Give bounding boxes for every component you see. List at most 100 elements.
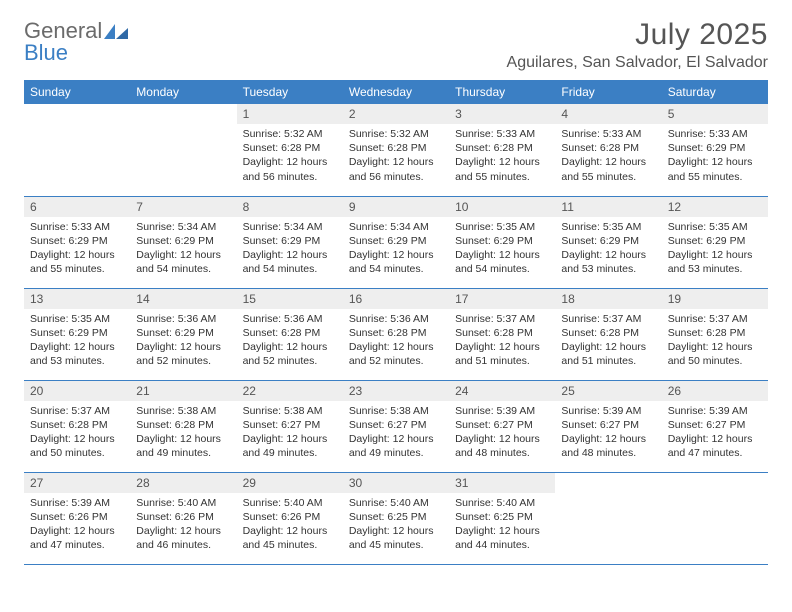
daylight-text: Daylight: 12 hours and 53 minutes. bbox=[30, 340, 124, 368]
sunrise-text: Sunrise: 5:37 AM bbox=[455, 312, 549, 326]
sunrise-text: Sunrise: 5:37 AM bbox=[30, 404, 124, 418]
sunrise-text: Sunrise: 5:32 AM bbox=[349, 127, 443, 141]
sunset-text: Sunset: 6:29 PM bbox=[349, 234, 443, 248]
daylight-text: Daylight: 12 hours and 44 minutes. bbox=[455, 524, 549, 552]
daylight-text: Daylight: 12 hours and 52 minutes. bbox=[136, 340, 230, 368]
sunrise-text: Sunrise: 5:36 AM bbox=[349, 312, 443, 326]
day-details: Sunrise: 5:35 AMSunset: 6:29 PMDaylight:… bbox=[555, 217, 661, 280]
sunrise-text: Sunrise: 5:39 AM bbox=[455, 404, 549, 418]
sunrise-text: Sunrise: 5:33 AM bbox=[561, 127, 655, 141]
sunset-text: Sunset: 6:27 PM bbox=[455, 418, 549, 432]
day-details: Sunrise: 5:40 AMSunset: 6:26 PMDaylight:… bbox=[130, 493, 236, 556]
day-number: 9 bbox=[343, 197, 449, 217]
day-details: Sunrise: 5:37 AMSunset: 6:28 PMDaylight:… bbox=[555, 309, 661, 372]
day-details: Sunrise: 5:39 AMSunset: 6:27 PMDaylight:… bbox=[662, 401, 768, 464]
daylight-text: Daylight: 12 hours and 49 minutes. bbox=[136, 432, 230, 460]
day-number: 23 bbox=[343, 381, 449, 401]
weekday-header: Saturday bbox=[662, 80, 768, 104]
calendar-day-cell: 17Sunrise: 5:37 AMSunset: 6:28 PMDayligh… bbox=[449, 288, 555, 380]
calendar-day-cell: 12Sunrise: 5:35 AMSunset: 6:29 PMDayligh… bbox=[662, 196, 768, 288]
daylight-text: Daylight: 12 hours and 56 minutes. bbox=[349, 155, 443, 183]
sunrise-text: Sunrise: 5:40 AM bbox=[136, 496, 230, 510]
day-details: Sunrise: 5:38 AMSunset: 6:27 PMDaylight:… bbox=[237, 401, 343, 464]
calendar-day-cell: 29Sunrise: 5:40 AMSunset: 6:26 PMDayligh… bbox=[237, 472, 343, 564]
sunrise-text: Sunrise: 5:35 AM bbox=[561, 220, 655, 234]
daylight-text: Daylight: 12 hours and 54 minutes. bbox=[243, 248, 337, 276]
day-details: Sunrise: 5:33 AMSunset: 6:28 PMDaylight:… bbox=[555, 124, 661, 187]
daylight-text: Daylight: 12 hours and 49 minutes. bbox=[349, 432, 443, 460]
sunset-text: Sunset: 6:28 PM bbox=[561, 326, 655, 340]
calendar-day-cell: 4Sunrise: 5:33 AMSunset: 6:28 PMDaylight… bbox=[555, 104, 661, 196]
sunset-text: Sunset: 6:28 PM bbox=[243, 326, 337, 340]
day-details: Sunrise: 5:32 AMSunset: 6:28 PMDaylight:… bbox=[343, 124, 449, 187]
sunset-text: Sunset: 6:28 PM bbox=[455, 141, 549, 155]
daylight-text: Daylight: 12 hours and 55 minutes. bbox=[455, 155, 549, 183]
weekday-header: Wednesday bbox=[343, 80, 449, 104]
daylight-text: Daylight: 12 hours and 52 minutes. bbox=[243, 340, 337, 368]
day-number: 18 bbox=[555, 289, 661, 309]
brand-word-2: Blue bbox=[24, 40, 68, 65]
month-title: July 2025 bbox=[507, 18, 768, 52]
location-subtitle: Aguilares, San Salvador, El Salvador bbox=[507, 54, 768, 72]
day-number: 28 bbox=[130, 473, 236, 493]
daylight-text: Daylight: 12 hours and 54 minutes. bbox=[455, 248, 549, 276]
calendar-table: SundayMondayTuesdayWednesdayThursdayFrid… bbox=[24, 80, 768, 565]
daylight-text: Daylight: 12 hours and 51 minutes. bbox=[561, 340, 655, 368]
day-details: Sunrise: 5:39 AMSunset: 6:26 PMDaylight:… bbox=[24, 493, 130, 556]
calendar-day-cell: 1Sunrise: 5:32 AMSunset: 6:28 PMDaylight… bbox=[237, 104, 343, 196]
day-details: Sunrise: 5:39 AMSunset: 6:27 PMDaylight:… bbox=[555, 401, 661, 464]
calendar-day-cell: 30Sunrise: 5:40 AMSunset: 6:25 PMDayligh… bbox=[343, 472, 449, 564]
day-details: Sunrise: 5:36 AMSunset: 6:28 PMDaylight:… bbox=[237, 309, 343, 372]
weekday-header: Friday bbox=[555, 80, 661, 104]
sunrise-text: Sunrise: 5:34 AM bbox=[349, 220, 443, 234]
sunrise-text: Sunrise: 5:39 AM bbox=[561, 404, 655, 418]
sunrise-text: Sunrise: 5:37 AM bbox=[668, 312, 762, 326]
calendar-day-cell: 21Sunrise: 5:38 AMSunset: 6:28 PMDayligh… bbox=[130, 380, 236, 472]
day-number: 11 bbox=[555, 197, 661, 217]
day-details: Sunrise: 5:32 AMSunset: 6:28 PMDaylight:… bbox=[237, 124, 343, 187]
daylight-text: Daylight: 12 hours and 53 minutes. bbox=[668, 248, 762, 276]
day-number: 1 bbox=[237, 104, 343, 124]
daylight-text: Daylight: 12 hours and 56 minutes. bbox=[243, 155, 337, 183]
sunrise-text: Sunrise: 5:32 AM bbox=[243, 127, 337, 141]
sunset-text: Sunset: 6:29 PM bbox=[668, 234, 762, 248]
day-number: 4 bbox=[555, 104, 661, 124]
daylight-text: Daylight: 12 hours and 46 minutes. bbox=[136, 524, 230, 552]
daylight-text: Daylight: 12 hours and 54 minutes. bbox=[136, 248, 230, 276]
sunrise-text: Sunrise: 5:38 AM bbox=[349, 404, 443, 418]
day-number: 17 bbox=[449, 289, 555, 309]
sunrise-text: Sunrise: 5:38 AM bbox=[136, 404, 230, 418]
sunset-text: Sunset: 6:28 PM bbox=[349, 326, 443, 340]
calendar-day-cell: 27Sunrise: 5:39 AMSunset: 6:26 PMDayligh… bbox=[24, 472, 130, 564]
daylight-text: Daylight: 12 hours and 47 minutes. bbox=[30, 524, 124, 552]
calendar-week-row: 20Sunrise: 5:37 AMSunset: 6:28 PMDayligh… bbox=[24, 380, 768, 472]
day-number: 25 bbox=[555, 381, 661, 401]
daylight-text: Daylight: 12 hours and 47 minutes. bbox=[668, 432, 762, 460]
header: General July 2025 Aguilares, San Salvado… bbox=[24, 18, 768, 72]
day-number: 2 bbox=[343, 104, 449, 124]
sunset-text: Sunset: 6:29 PM bbox=[668, 141, 762, 155]
sunrise-text: Sunrise: 5:34 AM bbox=[243, 220, 337, 234]
sunrise-text: Sunrise: 5:39 AM bbox=[30, 496, 124, 510]
calendar-day-cell: 14Sunrise: 5:36 AMSunset: 6:29 PMDayligh… bbox=[130, 288, 236, 380]
day-number: 15 bbox=[237, 289, 343, 309]
day-number: 8 bbox=[237, 197, 343, 217]
sunset-text: Sunset: 6:29 PM bbox=[30, 326, 124, 340]
sunset-text: Sunset: 6:28 PM bbox=[243, 141, 337, 155]
calendar-day-cell bbox=[555, 472, 661, 564]
daylight-text: Daylight: 12 hours and 54 minutes. bbox=[349, 248, 443, 276]
day-details: Sunrise: 5:33 AMSunset: 6:29 PMDaylight:… bbox=[24, 217, 130, 280]
calendar-day-cell bbox=[130, 104, 236, 196]
day-details: Sunrise: 5:35 AMSunset: 6:29 PMDaylight:… bbox=[24, 309, 130, 372]
brand-word-2-wrap: Blue bbox=[24, 40, 68, 66]
day-details: Sunrise: 5:40 AMSunset: 6:25 PMDaylight:… bbox=[449, 493, 555, 556]
day-details: Sunrise: 5:33 AMSunset: 6:29 PMDaylight:… bbox=[662, 124, 768, 187]
day-number: 19 bbox=[662, 289, 768, 309]
sunrise-text: Sunrise: 5:37 AM bbox=[561, 312, 655, 326]
day-details: Sunrise: 5:36 AMSunset: 6:29 PMDaylight:… bbox=[130, 309, 236, 372]
calendar-day-cell: 8Sunrise: 5:34 AMSunset: 6:29 PMDaylight… bbox=[237, 196, 343, 288]
sunset-text: Sunset: 6:27 PM bbox=[668, 418, 762, 432]
daylight-text: Daylight: 12 hours and 45 minutes. bbox=[243, 524, 337, 552]
calendar-day-cell: 16Sunrise: 5:36 AMSunset: 6:28 PMDayligh… bbox=[343, 288, 449, 380]
calendar-day-cell: 3Sunrise: 5:33 AMSunset: 6:28 PMDaylight… bbox=[449, 104, 555, 196]
